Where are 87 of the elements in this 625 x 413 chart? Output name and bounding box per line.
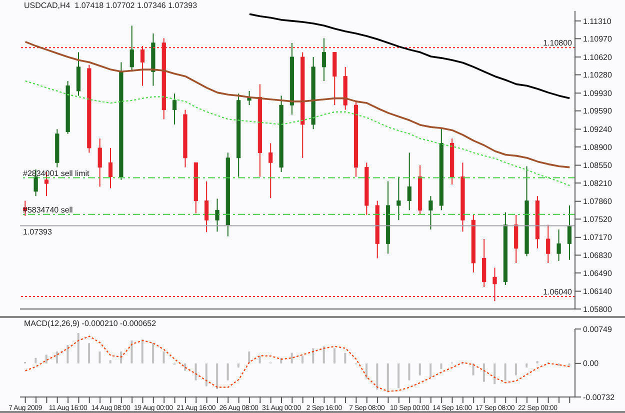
- bar: [109, 360, 112, 364]
- y-tick-label: 1.09590: [583, 106, 612, 116]
- candlestick: [546, 224, 550, 264]
- candlestick: [172, 93, 177, 125]
- bar: [98, 351, 101, 364]
- candlestick: [428, 196, 433, 230]
- bar: [430, 363, 432, 378]
- y-tick-label: 1.10280: [583, 70, 612, 80]
- candlestick: [567, 204, 572, 260]
- bar: [258, 356, 261, 364]
- y-tick-label: 1.10970: [583, 34, 612, 44]
- y-tick-label: 1.11310: [583, 16, 612, 26]
- candlestick: [140, 46, 145, 86]
- candlestick: [482, 238, 486, 288]
- bar: [56, 351, 58, 364]
- candlestick: [204, 180, 209, 233]
- bar: [205, 363, 208, 386]
- bar: [77, 333, 80, 364]
- y-tick-label: 1.05800: [583, 304, 612, 314]
- y-tick-label: -0.00732: [583, 392, 616, 402]
- chart-title: USDCAD,H4 1.07418 1.07702 1.07346 1.07393: [24, 1, 198, 10]
- bar: [322, 346, 325, 364]
- bar: [130, 340, 133, 364]
- bar: [344, 352, 346, 364]
- y-tick-label: 1.09240: [583, 124, 612, 134]
- bar: [141, 340, 144, 364]
- ref-line-label: 1.06040: [543, 287, 573, 296]
- y-tick-label: 1.08900: [583, 142, 612, 152]
- bar: [526, 363, 528, 368]
- line-series: [248, 13, 571, 100]
- candlestick: [215, 198, 220, 232]
- bar: [237, 363, 240, 368]
- bar: [34, 358, 37, 364]
- bar: [482, 363, 485, 382]
- y-tick-label: 1.06490: [583, 268, 612, 278]
- line-series: [24, 336, 570, 392]
- ref-line-label: 1.07393: [23, 228, 52, 237]
- bar: [88, 343, 90, 364]
- y-tick-label: 1.09930: [583, 88, 612, 98]
- y-tick-label: 1.07860: [583, 197, 612, 206]
- bar: [248, 351, 250, 364]
- candlestick: [130, 25, 134, 72]
- bar: [376, 363, 378, 390]
- chart-title: MACD(12,26,9) -0.000210 -0.000652: [24, 319, 156, 328]
- candlestick: [514, 214, 518, 264]
- candlestick: [98, 138, 102, 188]
- candlestick: [556, 229, 561, 262]
- bar: [312, 348, 314, 364]
- bar: [504, 363, 506, 380]
- bar: [334, 348, 336, 364]
- y-tick-label: 0.00: [583, 359, 600, 368]
- bar: [120, 351, 122, 364]
- bar: [408, 363, 410, 380]
- y-tick-label: 1.10620: [583, 52, 612, 62]
- y-tick-label: 1.07170: [583, 233, 612, 242]
- bar: [226, 363, 229, 380]
- bar: [162, 351, 165, 364]
- candlestick: [268, 142, 273, 199]
- bar: [398, 363, 400, 388]
- bar: [418, 363, 421, 376]
- candlestick: [108, 147, 113, 189]
- line-series: [24, 40, 571, 168]
- bar: [216, 363, 218, 390]
- y-tick-label: 1.06140: [583, 287, 612, 296]
- bar: [152, 343, 154, 364]
- bar: [45, 354, 48, 364]
- candlestick: [407, 152, 412, 211]
- y-tick-label: 1.08210: [583, 178, 612, 188]
- bar: [194, 363, 197, 380]
- bar: [514, 363, 517, 376]
- candlestick: [396, 176, 401, 221]
- candlestick: [492, 267, 497, 302]
- bar: [290, 352, 293, 364]
- y-tick-label: 1.07520: [583, 214, 612, 224]
- bar: [302, 356, 304, 364]
- y-tick-label: 1.06830: [583, 250, 612, 260]
- bar: [494, 363, 496, 384]
- y-tick-label: 1.08550: [583, 161, 612, 170]
- line-series: [24, 80, 570, 186]
- bar: [386, 363, 389, 392]
- bar: [366, 363, 368, 379]
- y-tick-label: 0.00749: [583, 324, 612, 334]
- candlestick: [322, 38, 326, 82]
- bar: [440, 363, 442, 369]
- ref-line-label: 1.10800: [543, 38, 573, 48]
- bar: [472, 363, 474, 376]
- bar: [66, 345, 69, 364]
